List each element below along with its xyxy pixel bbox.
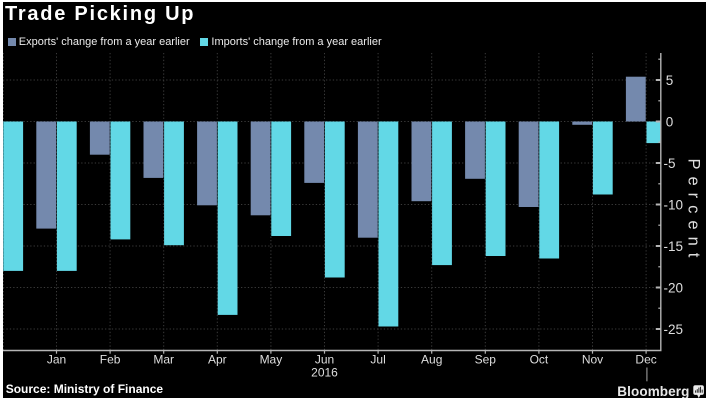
svg-text:Jul: Jul [370, 353, 385, 367]
svg-text:Percent: Percent [685, 158, 703, 264]
svg-text:0: 0 [666, 114, 674, 129]
svg-text:Oct: Oct [530, 353, 549, 367]
svg-text:Nov: Nov [582, 353, 603, 367]
svg-text:-25: -25 [664, 322, 684, 337]
svg-text:Apr: Apr [208, 353, 227, 367]
svg-text:-20: -20 [664, 280, 684, 295]
svg-text:2016: 2016 [311, 366, 338, 380]
svg-text:-5: -5 [664, 156, 676, 171]
svg-text:-10: -10 [664, 197, 684, 212]
svg-text:5: 5 [666, 73, 674, 88]
svg-text:May: May [260, 353, 283, 367]
svg-text:Feb: Feb [100, 353, 121, 367]
svg-text:Aug: Aug [421, 353, 442, 367]
svg-text:Sep: Sep [475, 353, 497, 367]
svg-text:Jan: Jan [47, 353, 66, 367]
svg-text:Mar: Mar [153, 353, 174, 367]
svg-text:Dec: Dec [635, 353, 656, 367]
svg-text:-15: -15 [664, 239, 684, 254]
svg-text:Jun: Jun [315, 353, 334, 367]
